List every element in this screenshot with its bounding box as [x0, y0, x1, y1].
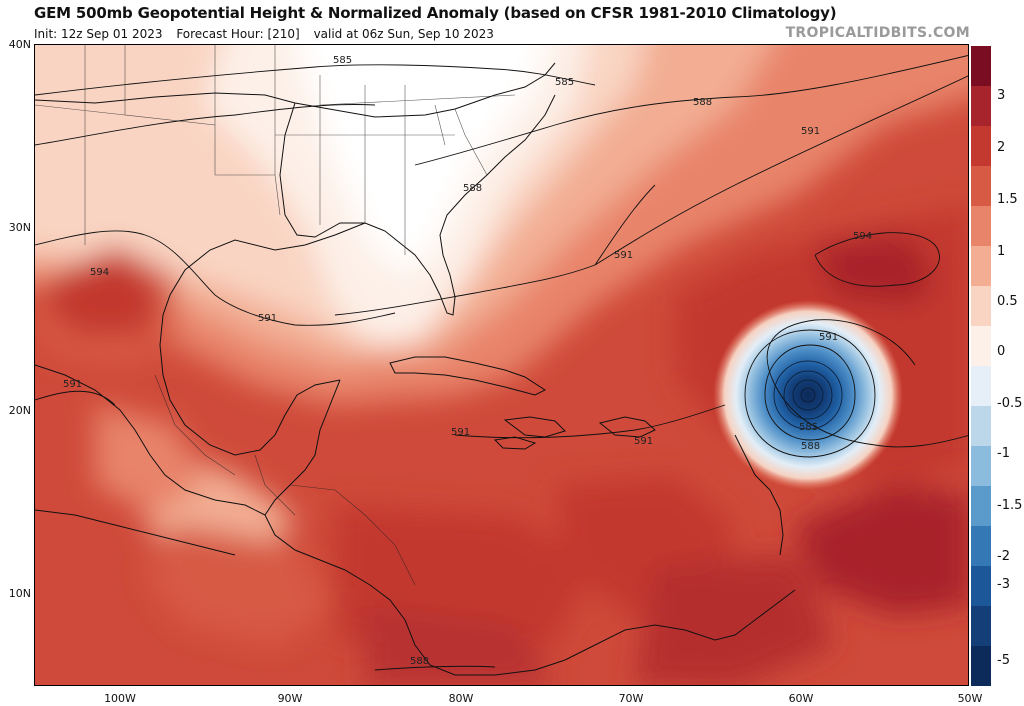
contour-label-591-hispaniola: 591	[634, 436, 653, 447]
contour-label-585-north: 585	[333, 55, 352, 66]
contour-label-591-cuba: 591	[451, 427, 470, 438]
contour-label-594-east: 594	[853, 231, 872, 242]
coastlines	[35, 62, 796, 676]
contour-label-591-gulf: 591	[258, 313, 277, 324]
colorbar-segment	[971, 486, 991, 526]
colorbar-segment	[971, 326, 991, 366]
contour-label-591-mexico: 591	[63, 379, 82, 390]
map-panel: 585 585 588 588 591 594 591 594 591 591 …	[34, 44, 969, 686]
colorbar	[971, 46, 991, 686]
colorbar-label: 2	[997, 140, 1006, 155]
contour-label-591-low: 591	[819, 332, 838, 343]
colorbar-segment	[971, 526, 991, 566]
contour-label-585-east: 585	[555, 77, 574, 88]
low-anomaly-blob	[713, 300, 903, 490]
contour-label-585-low: 585	[799, 422, 818, 433]
colorbar-label: 0.5	[997, 294, 1018, 309]
lon-label-100w: 100W	[104, 692, 136, 705]
colorbar-segment	[971, 446, 991, 486]
contour-label-588-south: 588	[410, 656, 429, 667]
valid-time: valid at 06z Sun, Sep 10 2023	[313, 27, 494, 41]
colorbar-segment	[971, 206, 991, 246]
colorbar-segment	[971, 646, 991, 686]
colorbar-label: -3	[997, 577, 1010, 592]
lon-label-70w: 70W	[618, 692, 644, 705]
contour-label-594-texas: 594	[90, 267, 109, 278]
contour-labels: 585 585 588 588 591 594 591 594 591 591 …	[63, 55, 872, 667]
contour-label-588-low: 588	[801, 441, 820, 452]
colorbar-segment	[971, 246, 991, 286]
political-borders	[35, 45, 516, 586]
brand-watermark: TROPICALTIDBITS.COM	[785, 25, 970, 41]
colorbar-segment	[971, 286, 991, 326]
colorbar-label: -5	[997, 653, 1010, 668]
contour-label-591-atlantic: 591	[801, 126, 820, 137]
colorbar-label: -1	[997, 446, 1010, 461]
colorbar-label: 3	[997, 88, 1006, 103]
colorbar-segment	[971, 606, 991, 646]
contour-label-591-bahamas: 591	[614, 250, 633, 261]
colorbar-label: 0	[997, 344, 1006, 359]
low-inner-contours	[773, 360, 843, 430]
lat-label-20n: 20N	[8, 404, 31, 417]
contour-label-588-georgia: 588	[463, 183, 482, 194]
anomaly-map: 585 585 588 588 591 594 591 594 591 591 …	[35, 45, 968, 685]
lon-label-50w: 50W	[957, 692, 983, 705]
colorbar-segment	[971, 406, 991, 446]
colorbar-label: -0.5	[997, 396, 1023, 411]
colorbar-label: -2	[997, 549, 1010, 564]
chart-title: GEM 500mb Geopotential Height & Normaliz…	[34, 4, 837, 22]
forecast-hour: Forecast Hour: [210]	[176, 27, 300, 41]
colorbar-label: 1	[997, 244, 1006, 259]
lon-label-60w: 60W	[788, 692, 814, 705]
colorbar-segment	[971, 166, 991, 206]
colorbar-label: -1.5	[997, 498, 1023, 513]
colorbar-segment	[971, 126, 991, 166]
colorbar-segment	[971, 86, 991, 126]
lon-label-90w: 90W	[277, 692, 303, 705]
colorbar-segment	[971, 366, 991, 406]
colorbar-segment	[971, 566, 991, 606]
chart-subtitle: Init: 12z Sep 01 2023 Forecast Hour: [21…	[34, 27, 504, 41]
height-contours	[35, 55, 968, 671]
contour-label-588-atlantic: 588	[693, 97, 712, 108]
colorbar-label: 1.5	[997, 192, 1018, 207]
colorbar-segment	[971, 46, 991, 86]
lat-label-30n: 30N	[8, 221, 31, 234]
init-time: Init: 12z Sep 01 2023	[34, 27, 163, 41]
lat-label-10n: 10N	[8, 587, 31, 600]
lat-label-40n: 40N	[8, 38, 31, 51]
lon-label-80w: 80W	[448, 692, 474, 705]
